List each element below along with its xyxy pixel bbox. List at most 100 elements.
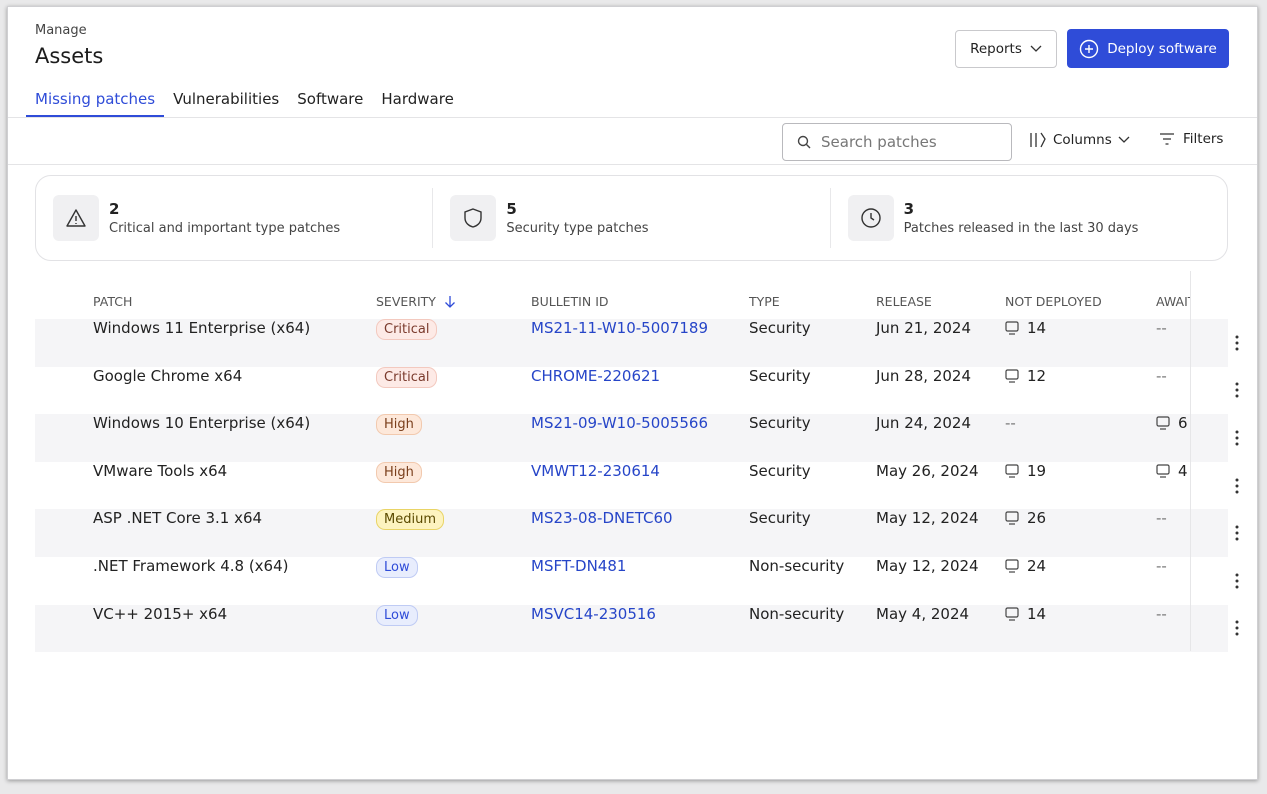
sort-arrow	[444, 295, 455, 308]
severity-badge: Critical	[376, 366, 438, 388]
deploy-button[interactable]: Deploy software	[1067, 29, 1229, 68]
column-header[interactable]: PATCH	[93, 294, 132, 309]
cell: 12	[1005, 367, 1046, 385]
tab[interactable]: Software	[297, 90, 364, 108]
reports-button[interactable]: Reports	[955, 30, 1057, 68]
button-label: Filters	[1183, 131, 1224, 147]
bulletin-link[interactable]: MSFT-DN481	[531, 556, 627, 575]
cell: Security	[749, 414, 811, 432]
device-count: 4	[1178, 461, 1188, 480]
table-header: PATCH SEVERITY BULLETIN ID TYPE RELEASE NOT D…	[35, 283, 1228, 319]
column-header[interactable]: BULLETIN ID	[531, 294, 609, 309]
tab[interactable]: Vulnerabilities	[173, 90, 280, 108]
row-menu[interactable]	[1227, 519, 1247, 547]
cell: MS23-08-DNETC60	[531, 509, 673, 527]
column-header[interactable]: NOT DEPLOYED	[1005, 294, 1102, 309]
button-label: Deploy software	[1107, 40, 1217, 57]
kebab-icon	[1235, 382, 1239, 398]
cell-text: Jun 28, 2024	[876, 366, 972, 385]
cell-text: Security	[749, 414, 811, 433]
row-menu[interactable]	[1227, 614, 1247, 642]
patch-table: PATCH SEVERITY BULLETIN ID TYPE RELEASE NOT D…	[35, 283, 1239, 653]
severity-badge: Low	[376, 556, 418, 578]
row-menu[interactable]	[1227, 376, 1247, 404]
search-box[interactable]: Search patches	[782, 123, 1012, 161]
kebab-icon	[1235, 620, 1239, 636]
bulletin-link[interactable]: MS21-11-W10-5007189	[531, 319, 708, 337]
device-count: 19	[1027, 461, 1047, 480]
device-icon	[1005, 368, 1019, 383]
plus-icon	[1080, 39, 1099, 58]
bulletin-link[interactable]: MSVC14-230516	[531, 604, 656, 623]
row-clip: Windows 11 Enterprise (x64) Critical MS21-…	[35, 319, 1191, 367]
device-count: 12	[1027, 366, 1047, 385]
device-icon	[1005, 606, 1019, 621]
row-menu[interactable]	[1227, 424, 1247, 452]
cell: 14	[1005, 319, 1046, 337]
chevron-icon	[1030, 45, 1042, 52]
bulletin-link[interactable]: MS21-09-W10-5005566	[531, 414, 708, 433]
device-icon	[1156, 416, 1170, 430]
table-row: ASP .NET Core 3.1 x64 Medium MS23-08-DNETC…	[35, 509, 1239, 557]
device-count: --	[1156, 604, 1167, 623]
cell: May 12, 2024	[876, 509, 979, 527]
row-menu[interactable]	[1227, 567, 1247, 595]
cell: Security	[749, 319, 811, 337]
device-count: --	[1156, 509, 1167, 528]
severity-badge: High	[376, 414, 422, 436]
bulletin-link[interactable]: CHROME-220621	[531, 366, 661, 385]
row-clip: ASP .NET Core 3.1 x64 Medium MS23-08-DNETC…	[35, 509, 1191, 557]
cell: 26	[1005, 509, 1046, 527]
bulletin-link[interactable]: VMWT12-230614	[531, 461, 660, 480]
severity-badge: Low	[376, 604, 418, 626]
table-row: Windows 11 Enterprise (x64) Critical MS21-…	[35, 319, 1239, 367]
cell: MS21-11-W10-5007189	[531, 319, 708, 337]
device-icon	[1005, 464, 1019, 478]
device-count: 14	[1027, 604, 1047, 623]
device-count: --	[1156, 556, 1167, 575]
cell: Critical	[376, 366, 438, 388]
column-header[interactable]: SEVERITY	[376, 294, 456, 309]
cell-text: Security	[749, 319, 811, 337]
columns-icon	[1030, 132, 1046, 148]
cell: Security	[749, 367, 811, 385]
filters-button[interactable]: Filters	[1159, 131, 1223, 147]
row-menu[interactable]	[1227, 472, 1247, 500]
column-header[interactable]: TYPE	[749, 294, 780, 309]
table-row: VC++ 2015+ x64 Low MSVC14-230516 Non-securi…	[35, 604, 1239, 653]
column-header[interactable]: AWAITING	[1156, 294, 1191, 309]
cell: Windows 11 Enterprise (x64)	[93, 319, 310, 337]
cell: Security	[749, 509, 811, 527]
device-count: 14	[1027, 319, 1047, 337]
row-menu[interactable]	[1227, 329, 1247, 357]
cell-text: May 12, 2024	[876, 509, 979, 528]
table-row: Windows 10 Enterprise (x64) High MS21-09-W…	[35, 414, 1239, 462]
cell-text: Windows 11 Enterprise (x64)	[93, 319, 311, 337]
cell: MSVC14-230516	[531, 605, 656, 623]
columns-button[interactable]: Columns	[1029, 131, 1130, 149]
search-icon	[797, 135, 811, 149]
stat: 2 Critical and important type patches	[36, 188, 434, 248]
cell: Google Chrome x64	[93, 367, 242, 385]
sticky-column-divider	[1190, 271, 1191, 651]
search-placeholder: Search patches	[821, 133, 937, 151]
column-header-label: PATCH	[93, 294, 133, 309]
cell: --	[1156, 367, 1167, 385]
bulletin-link[interactable]: MS23-08-DNETC60	[531, 509, 673, 528]
tab[interactable]: Missing patches	[26, 87, 165, 117]
cell: CHROME-220621	[531, 367, 660, 385]
stat-value: 3	[903, 200, 915, 218]
column-header[interactable]: RELEASE	[876, 294, 932, 309]
cell: 24	[1005, 557, 1046, 575]
stat: 3 Patches released in the last 30 days	[831, 188, 1227, 248]
stat-label: Critical and important type patches	[109, 221, 341, 236]
stat-icon	[53, 195, 99, 241]
cell: Windows 10 Enterprise (x64)	[93, 414, 310, 432]
kebab-icon	[1235, 525, 1239, 541]
stat-label: Security type patches	[506, 221, 649, 236]
device-count: 24	[1027, 556, 1047, 575]
tab[interactable]: Hardware	[381, 90, 454, 108]
stat-text: 3 Patches released in the last 30 days	[904, 200, 1139, 236]
stats-card: 2 Critical and important type patches 5 Sec…	[35, 175, 1228, 261]
cell: Low	[376, 604, 418, 626]
